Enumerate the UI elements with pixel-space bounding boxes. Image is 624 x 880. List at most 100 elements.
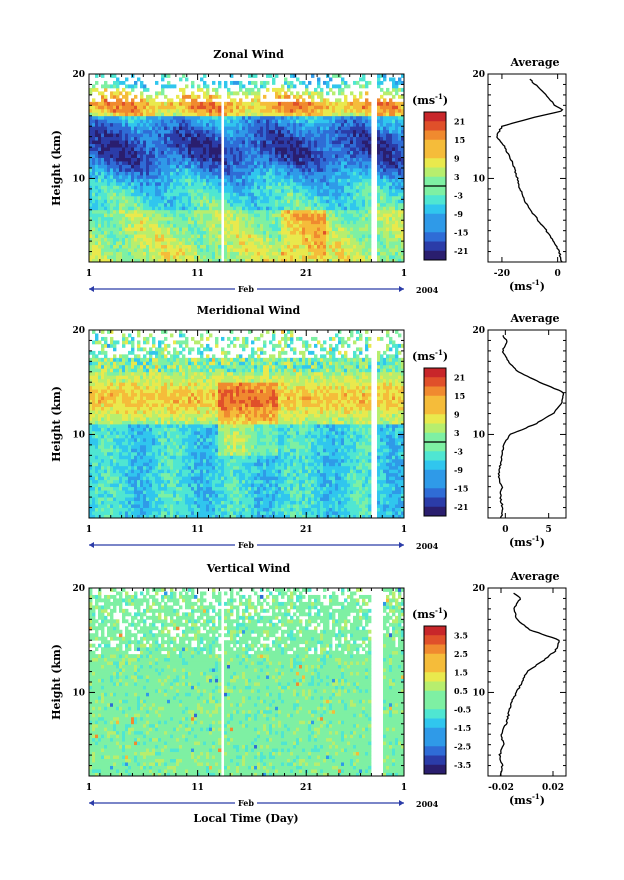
heatmap-cell [251, 213, 255, 218]
heatmap-cell [323, 154, 327, 158]
heatmap-cell [383, 237, 387, 242]
heatmap-cell [140, 199, 144, 204]
heatmap-cell [257, 181, 261, 186]
heatmap-cell [296, 157, 300, 162]
heatmap-cell [281, 199, 285, 204]
heatmap-cell [161, 87, 165, 92]
heatmap-cell [311, 171, 315, 176]
heatmap-cell [314, 181, 318, 186]
heatmap-cell [161, 213, 165, 218]
heatmap-cell [101, 213, 105, 218]
heatmap-cell [224, 140, 228, 145]
heatmap-cell [164, 126, 168, 131]
heatmap-cell [158, 154, 162, 158]
heatmap-cell [128, 122, 132, 127]
heatmap-cell [188, 101, 192, 106]
heatmap-cell [269, 161, 273, 165]
heatmap-cell [323, 143, 327, 148]
heatmap-cell [275, 244, 279, 249]
heatmap-cell [197, 234, 201, 239]
heatmap-cell [278, 112, 282, 117]
heatmap-cell [92, 147, 96, 151]
heatmap-cell [143, 230, 147, 235]
heatmap-cell [92, 234, 96, 239]
heatmap-cell [140, 185, 144, 190]
heatmap-cell [116, 108, 120, 113]
heatmap-cell [92, 195, 96, 200]
heatmap-cell [203, 161, 207, 165]
heatmap-cell [278, 192, 282, 197]
heatmap-cell [380, 94, 384, 99]
heatmap-cell [206, 188, 210, 193]
heatmap-cell [98, 164, 102, 169]
heatmap-cell [164, 112, 168, 117]
heatmap-cell [254, 91, 258, 96]
heatmap-cell [200, 140, 204, 145]
heatmap-cell [185, 126, 189, 131]
heatmap-cell [242, 241, 246, 245]
heatmap-cell [323, 171, 327, 176]
heatmap-cell [89, 213, 93, 218]
heatmap-cell [206, 220, 210, 225]
heatmap-cell [146, 133, 150, 138]
heatmap-cell [140, 122, 144, 127]
heatmap-cell [347, 199, 351, 204]
heatmap-cell [347, 206, 351, 211]
heatmap-cell [92, 244, 96, 249]
heatmap-cell [209, 213, 213, 218]
heatmap-cell [206, 143, 210, 148]
heatmap-cell [155, 161, 159, 165]
heatmap-cell [338, 178, 342, 183]
heatmap-cell [383, 133, 387, 138]
heatmap-cell [104, 140, 108, 145]
heatmap-cell [164, 251, 168, 256]
heatmap-cell [284, 115, 288, 120]
heatmap-cell [281, 206, 285, 211]
heatmap-cell [341, 101, 345, 106]
heatmap-cell [257, 213, 261, 218]
heatmap-cell [281, 112, 285, 117]
heatmap-cell [191, 84, 195, 89]
heatmap-cell [143, 213, 147, 218]
heatmap-cell [143, 248, 147, 252]
heatmap-cell [143, 164, 147, 169]
heatmap-cell [263, 188, 267, 193]
heatmap-cell [122, 112, 126, 117]
heatmap-cell [395, 202, 399, 207]
heatmap-cell [134, 80, 138, 85]
heatmap-cell [230, 248, 234, 252]
heatmap-cell [275, 164, 279, 169]
heatmap-cell [191, 80, 195, 85]
heatmap-cell [224, 199, 228, 204]
heatmap-cell [398, 255, 402, 259]
heatmap-cell [212, 143, 216, 148]
heatmap-cell [140, 143, 144, 148]
heatmap-cell [215, 147, 219, 151]
heatmap-cell [203, 185, 207, 190]
heatmap-cell [104, 80, 108, 85]
heatmap-cell [161, 129, 165, 134]
heatmap-cell [311, 237, 315, 242]
heatmap-cell [332, 161, 336, 165]
heatmap-cell [329, 122, 333, 127]
heatmap-cell [113, 174, 117, 179]
heatmap-cell [299, 202, 303, 207]
heatmap-cell [233, 192, 237, 197]
heatmap-cell [356, 174, 360, 179]
heatmap-cell [113, 161, 117, 165]
heatmap-cell [269, 202, 273, 207]
heatmap-cell [149, 140, 153, 145]
heatmap-cell [320, 143, 324, 148]
heatmap-cell [314, 119, 318, 124]
heatmap-cell [386, 255, 390, 259]
heatmap-cell [113, 223, 117, 228]
heatmap-cell [170, 108, 174, 113]
heatmap-cell [395, 185, 399, 190]
heatmap-cell [377, 251, 381, 256]
heatmap-cell [248, 244, 252, 249]
heatmap-cell [107, 234, 111, 239]
heatmap-cell [230, 147, 234, 151]
heatmap-cell [365, 129, 369, 134]
heatmap-cell [326, 115, 330, 120]
heatmap-cell [272, 154, 276, 158]
